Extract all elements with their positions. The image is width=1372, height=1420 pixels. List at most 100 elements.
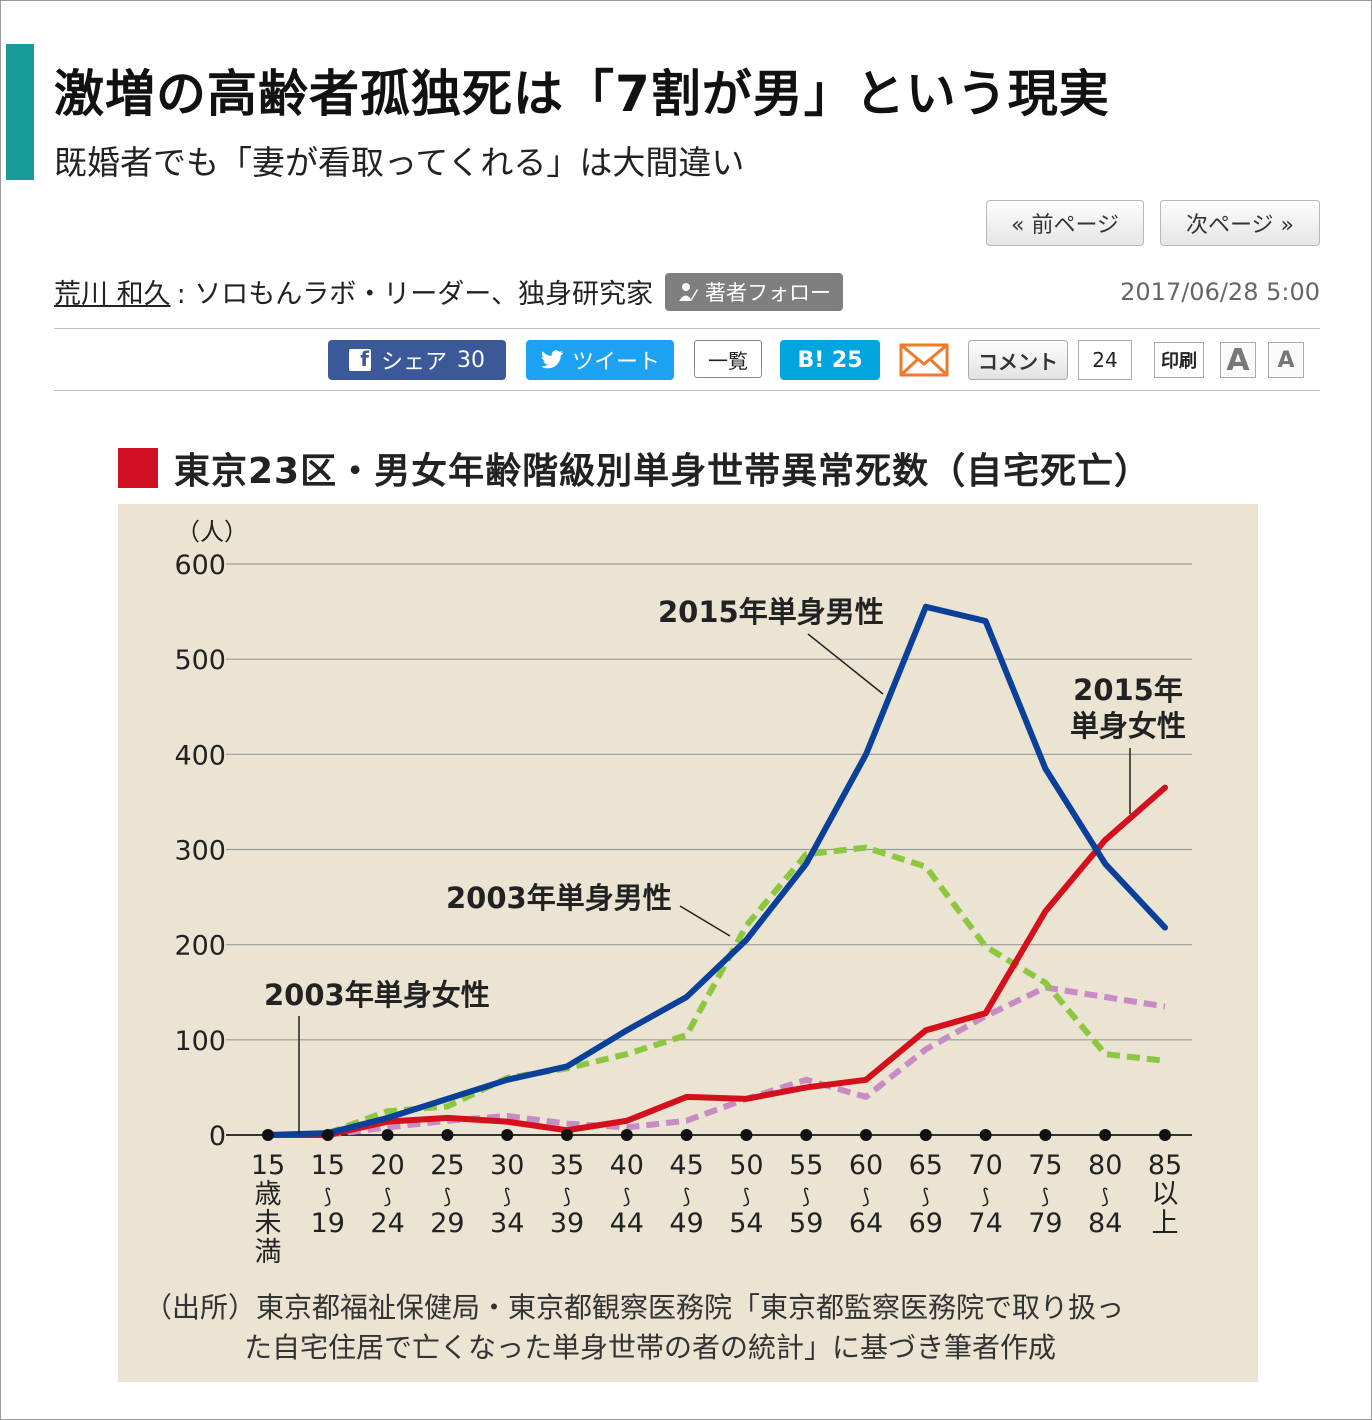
chart-heading-text: 東京23区・男女年齢階級別単身世帯異常死数（自宅死亡） bbox=[174, 451, 1152, 492]
x-tick-label: 19 bbox=[311, 1208, 345, 1239]
next-page-button[interactable]: 次ページ » bbox=[1160, 200, 1320, 246]
y-tick-label: 600 bbox=[174, 550, 226, 581]
chart-panel: 0 100 200 300 400 500 600 （人） 15 歳未満 15 ⟆ 19 20 ⟆ 24 25 ⟆… bbox=[118, 504, 1258, 1382]
x-axis-dot bbox=[620, 1129, 633, 1141]
source-line-2: た自宅住居で亡くなった単身世帯の者の統計」に基づき筆者作成 bbox=[244, 1331, 1057, 1364]
heading-red-square bbox=[118, 448, 158, 488]
hatena-bookmark-button[interactable]: B! 25 bbox=[780, 340, 880, 380]
x-tick-label: ⟆ bbox=[384, 1184, 392, 1208]
y-tick-label: 400 bbox=[174, 740, 226, 771]
x-tick-label: ⟆ bbox=[742, 1184, 750, 1208]
x-axis-dot bbox=[680, 1129, 693, 1141]
x-tick-label: 39 bbox=[550, 1208, 584, 1239]
x-tick-label: 45 bbox=[669, 1150, 703, 1181]
x-axis-dot bbox=[381, 1129, 394, 1141]
x-tick-label: 以 bbox=[1152, 1179, 1179, 1210]
y-tick-label: 300 bbox=[174, 836, 226, 867]
x-tick-label: 34 bbox=[490, 1208, 524, 1239]
twitter-tweet-label: ツイート bbox=[571, 350, 660, 375]
x-tick-label: 60 bbox=[849, 1150, 883, 1181]
comment-count: 24 bbox=[1078, 340, 1132, 380]
publish-date: 2017/06/28 5:00 bbox=[1120, 278, 1320, 306]
x-tick-label: 未 bbox=[255, 1208, 282, 1239]
annotation-leader-line bbox=[679, 905, 731, 937]
x-tick-label: 54 bbox=[729, 1208, 763, 1239]
x-tick-label: 歳 bbox=[255, 1179, 282, 1210]
follow-author-button[interactable]: 著者フォロー bbox=[665, 272, 844, 311]
x-axis-dot bbox=[979, 1129, 992, 1141]
divider-bottom bbox=[54, 390, 1320, 391]
author-line: 荒川 和久 : ソロもんラボ・リーダー、独身研究家 著者フォロー bbox=[54, 272, 844, 311]
series-line-2 bbox=[265, 784, 1168, 1138]
x-tick-label: 上 bbox=[1152, 1208, 1179, 1239]
x-tick-label: ⟆ bbox=[862, 1184, 870, 1208]
x-tick-label: 75 bbox=[1028, 1150, 1062, 1181]
x-tick-label: 69 bbox=[909, 1208, 943, 1239]
series-line-0 bbox=[265, 603, 1168, 1138]
x-tick-label: 74 bbox=[968, 1208, 1002, 1239]
mail-icon[interactable] bbox=[898, 340, 950, 380]
x-tick-label: 44 bbox=[610, 1208, 644, 1239]
x-tick-label: 40 bbox=[610, 1150, 644, 1181]
y-tick-label: 500 bbox=[174, 645, 226, 676]
x-tick-label: ⟆ bbox=[922, 1184, 930, 1208]
x-axis-dot bbox=[800, 1129, 813, 1141]
x-tick-label: 85 bbox=[1148, 1150, 1182, 1181]
font-size-large-button[interactable]: A bbox=[1220, 342, 1256, 378]
x-tick-label: ⟆ bbox=[623, 1184, 631, 1208]
x-tick-label: 30 bbox=[490, 1150, 524, 1181]
chart-heading: 東京23区・男女年齢階級別単身世帯異常死数（自宅死亡） bbox=[118, 442, 1151, 494]
series-annotation-label: 2015年単身男性 bbox=[658, 595, 884, 629]
line-chart: 0100200300400500600（人）15歳未満15⟆1920⟆2425⟆… bbox=[174, 518, 1192, 1268]
x-axis-dot bbox=[262, 1129, 274, 1141]
x-axis-dot bbox=[561, 1129, 573, 1141]
x-axis-dot bbox=[740, 1129, 753, 1141]
divider-top bbox=[54, 328, 1320, 329]
x-axis-dot bbox=[321, 1129, 334, 1141]
prev-page-button[interactable]: « 前ページ bbox=[986, 200, 1144, 246]
facebook-share-button[interactable]: f シェア 30 bbox=[328, 340, 506, 380]
facebook-share-count: 30 bbox=[457, 347, 485, 373]
comment-button[interactable]: コメント bbox=[968, 340, 1068, 380]
font-size-small-button[interactable]: A bbox=[1268, 342, 1304, 378]
x-tick-label: ⟆ bbox=[443, 1184, 451, 1208]
twitter-tweet-button[interactable]: ツイート bbox=[526, 340, 674, 380]
x-tick-label: 80 bbox=[1088, 1150, 1122, 1181]
follow-author-label: 著者フォロー bbox=[705, 280, 832, 305]
y-tick-label: 0 bbox=[209, 1121, 226, 1152]
author-name-link[interactable]: 荒川 和久 bbox=[54, 279, 171, 310]
x-axis-dot bbox=[441, 1129, 454, 1141]
x-tick-label: 満 bbox=[255, 1237, 282, 1268]
x-tick-label: 64 bbox=[849, 1208, 883, 1239]
annotation-leader-line bbox=[807, 633, 884, 695]
x-tick-label: ⟆ bbox=[1041, 1184, 1049, 1208]
x-tick-label: ⟆ bbox=[503, 1184, 511, 1208]
x-tick-label: 79 bbox=[1028, 1208, 1062, 1239]
x-tick-label: 49 bbox=[669, 1208, 703, 1239]
x-tick-label: 24 bbox=[370, 1208, 404, 1239]
y-tick-label: 200 bbox=[174, 931, 226, 962]
source-line-1: （出所）東京都福祉保健局・東京都観察医務院「東京都監察医務院で取り扱っ bbox=[144, 1291, 1125, 1324]
tweet-list-button[interactable]: 一覧 bbox=[694, 340, 762, 378]
twitter-bird-icon bbox=[540, 350, 563, 369]
x-tick-label: 15 bbox=[311, 1150, 345, 1181]
x-tick-label: 55 bbox=[789, 1150, 823, 1181]
x-tick-label: 50 bbox=[729, 1150, 763, 1181]
x-tick-label: 70 bbox=[968, 1150, 1002, 1181]
x-tick-label: ⟆ bbox=[563, 1184, 571, 1208]
print-button[interactable]: 印刷 bbox=[1154, 342, 1204, 378]
x-tick-label: 65 bbox=[909, 1150, 943, 1181]
x-axis-dot bbox=[1039, 1129, 1052, 1141]
x-tick-label: 35 bbox=[550, 1150, 584, 1181]
article-subtitle: 既婚者でも「妻が看取ってくれる」は大間違い bbox=[54, 143, 745, 182]
series-annotation-label: 2003年単身男性 bbox=[446, 881, 672, 915]
article-title: 激増の高齢者孤独死は「7割が男」という現実 bbox=[54, 65, 1110, 123]
x-tick-label: 84 bbox=[1088, 1208, 1122, 1239]
y-tick-label: 100 bbox=[174, 1026, 226, 1057]
x-tick-label: 15 bbox=[251, 1150, 285, 1181]
x-tick-label: 20 bbox=[370, 1150, 404, 1181]
x-tick-label: ⟆ bbox=[324, 1184, 332, 1208]
y-unit-label: （人） bbox=[176, 518, 248, 546]
series-annotation-label: 2003年単身女性 bbox=[264, 978, 490, 1012]
x-tick-label: ⟆ bbox=[802, 1184, 810, 1208]
